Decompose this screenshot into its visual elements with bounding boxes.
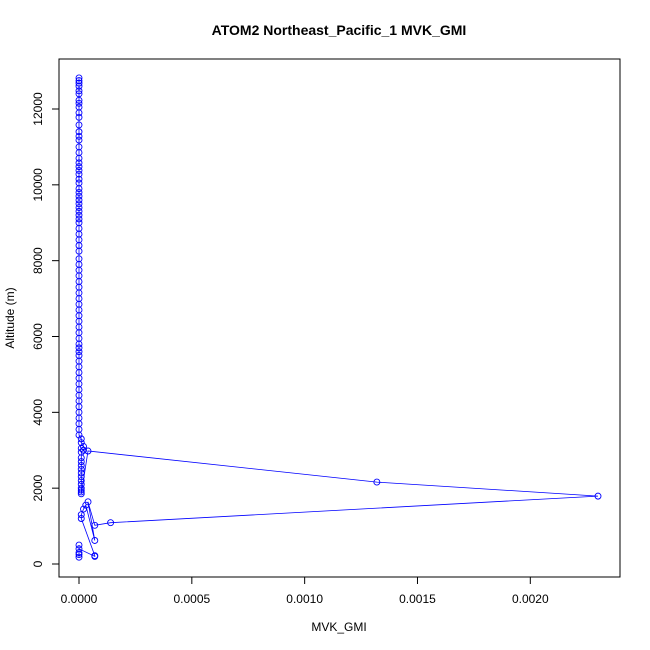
data-point [75, 553, 83, 561]
data-point [75, 113, 83, 121]
data-point [91, 521, 99, 529]
chart-title: ATOM2 Northeast_Pacific_1 MVK_GMI [212, 22, 467, 38]
x-tick-label: 0.0015 [399, 592, 436, 606]
data-point [75, 541, 83, 549]
data-point [77, 435, 85, 443]
y-tick-label: 6000 [31, 323, 45, 350]
data-point [75, 163, 83, 171]
data-point [75, 154, 83, 162]
data-point [77, 461, 85, 469]
data-point [77, 488, 85, 496]
data-point [75, 109, 83, 117]
data-point [91, 537, 99, 544]
data-series [75, 74, 602, 561]
data-point [75, 170, 83, 178]
x-tick-label: 0.0000 [61, 592, 98, 606]
data-point [77, 486, 85, 494]
y-axis-label: Altitude (m) [3, 287, 17, 348]
x-axis: 0.0000 0.0005 0.0010 0.0015 0.0020 [61, 576, 549, 606]
data-point [82, 501, 90, 509]
data-point [77, 444, 85, 452]
y-tick-label: 10000 [31, 168, 45, 202]
data-point [75, 551, 83, 558]
data-point [84, 498, 92, 506]
data-point [77, 511, 85, 519]
data-point [75, 79, 83, 87]
data-point [75, 211, 83, 219]
x-axis-label: MVK_GMI [311, 620, 366, 634]
data-point [80, 505, 87, 513]
y-tick-label: 12000 [31, 92, 45, 126]
data-point [75, 82, 83, 90]
data-point [75, 121, 83, 129]
data-point [75, 192, 83, 200]
data-point [594, 492, 602, 500]
x-tick-label: 0.0005 [173, 592, 210, 606]
data-point [75, 204, 83, 212]
data-point [75, 348, 83, 356]
data-point [75, 207, 83, 215]
data-point [75, 128, 83, 136]
data-point [75, 196, 83, 204]
data-point [75, 159, 83, 167]
data-point [75, 175, 83, 183]
data-point [77, 515, 85, 522]
data-point [75, 431, 83, 439]
data-point [75, 549, 83, 557]
data-point [373, 478, 381, 486]
data-point [77, 465, 85, 473]
data-point [77, 477, 85, 485]
y-tick-label: 8000 [31, 247, 45, 274]
y-tick-label: 4000 [31, 399, 45, 426]
data-point [75, 87, 83, 95]
data-point [77, 469, 85, 477]
data-point [80, 446, 87, 454]
data-point [91, 552, 99, 560]
data-point [84, 447, 92, 455]
x-tick-label: 0.0020 [512, 592, 549, 606]
y-tick-label: 0 [31, 560, 45, 567]
x-tick-label: 0.0010 [286, 592, 323, 606]
data-point [75, 166, 83, 174]
data-point [75, 344, 83, 352]
data-point [77, 473, 85, 481]
data-point [75, 247, 83, 255]
data-point [75, 132, 83, 140]
data-point [77, 458, 85, 466]
data-point [75, 215, 83, 223]
y-axis: 0 2000 4000 6000 8000 10000 12000 [31, 92, 60, 567]
data-point [77, 454, 85, 462]
data-point [75, 188, 83, 196]
data-point [75, 185, 83, 193]
data-point [77, 490, 85, 498]
data-point [75, 340, 83, 348]
data-point [80, 443, 87, 450]
data-point [75, 74, 83, 82]
data-point [107, 519, 115, 527]
data-point [75, 96, 83, 104]
data-point [75, 99, 83, 107]
data-point [75, 136, 83, 144]
y-tick-label: 2000 [31, 474, 45, 501]
data-point [75, 200, 83, 208]
